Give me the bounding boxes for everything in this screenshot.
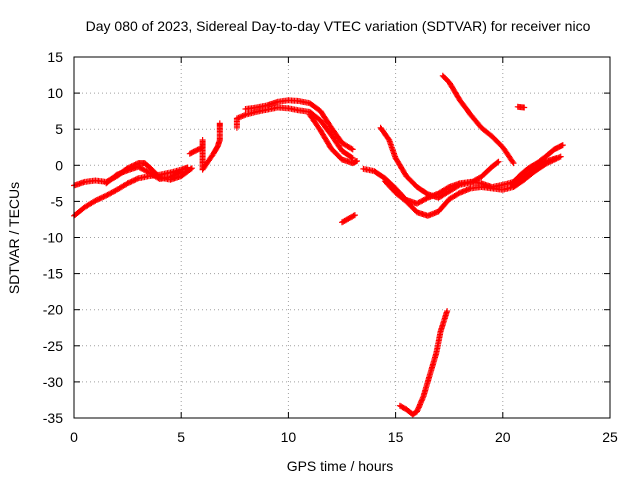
grid <box>74 57 610 418</box>
data-marker-trace <box>508 142 566 188</box>
data-marker-trace <box>103 163 185 187</box>
data-marker-trace <box>339 212 358 226</box>
data-marker-trace <box>396 308 451 418</box>
y-tick-label: -30 <box>43 374 63 390</box>
y-axis-label: SDTVAR / TECUs <box>6 182 22 294</box>
axis-ticks: 0 5 10 15 20 25 15 10 5 0 -5 -10 -15 -20 -25 -30 -35 <box>43 49 618 445</box>
y-tick-label: -25 <box>43 338 63 354</box>
y-tick-label: 0 <box>55 157 63 173</box>
x-axis-label: GPS time / hours <box>287 458 394 474</box>
series-arc-3 <box>103 163 185 187</box>
series-arc-8 <box>339 212 358 226</box>
chart-title: Day 080 of 2023, Sidereal Day-to-day VTE… <box>86 18 591 34</box>
x-tick-label: 10 <box>281 429 297 445</box>
series-arc-9 <box>360 155 560 207</box>
data-marker-trace <box>360 155 560 207</box>
series-arc-14 <box>514 103 528 111</box>
data-marker-trace <box>514 103 528 111</box>
data-marker-trace <box>377 124 502 201</box>
y-tick-label: -5 <box>51 193 64 209</box>
series-arc-7 <box>306 111 360 167</box>
data-marker-trace <box>233 104 356 162</box>
data-marker-trace <box>381 153 564 219</box>
y-tick-label: 15 <box>47 49 63 65</box>
y-tick-label: 10 <box>47 85 63 101</box>
series-arc-13 <box>508 142 566 188</box>
series-arc-15 <box>396 308 451 418</box>
series-arc-11 <box>377 124 502 201</box>
x-tick-label: 20 <box>495 429 511 445</box>
x-tick-label: 0 <box>70 429 78 445</box>
series-arc-6 <box>242 97 356 153</box>
y-tick-label: -15 <box>43 266 63 282</box>
series-arc-12 <box>439 72 517 167</box>
y-tick-label: -10 <box>43 230 63 246</box>
x-tick-label: 15 <box>388 429 404 445</box>
data-marker-trace <box>186 120 223 173</box>
data-marker-trace <box>242 97 356 153</box>
x-tick-label: 5 <box>177 429 185 445</box>
data-marker-trace <box>439 72 517 167</box>
y-tick-label: -35 <box>43 410 63 426</box>
series-arc-5 <box>233 104 356 162</box>
y-tick-label: -20 <box>43 302 63 318</box>
series-arc-4 <box>186 120 223 173</box>
data-points <box>71 72 566 418</box>
data-marker-trace <box>306 111 360 167</box>
y-tick-label: 5 <box>55 121 63 137</box>
series-arc-10 <box>381 153 564 219</box>
x-tick-label: 25 <box>602 429 618 445</box>
